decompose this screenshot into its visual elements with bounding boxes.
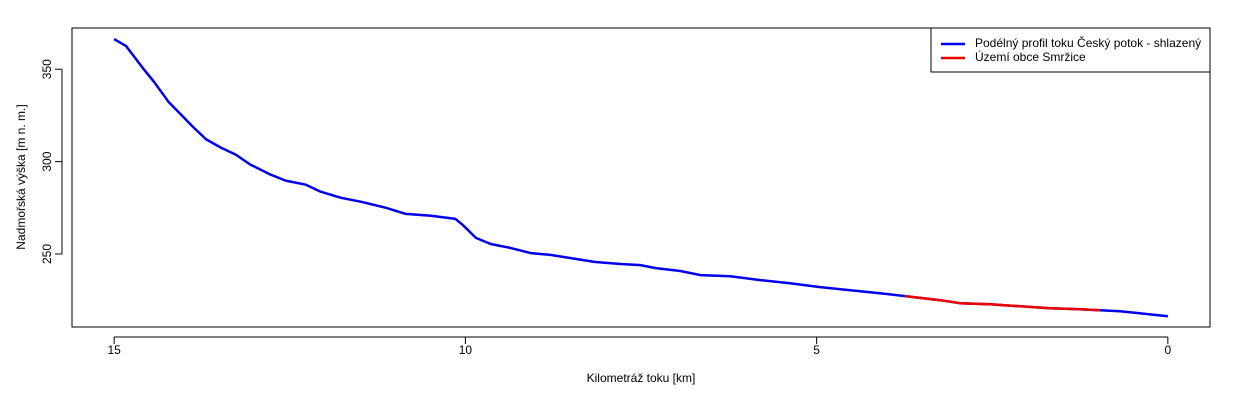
legend-label: Území obce Smržice	[975, 49, 1086, 64]
y-tick-label: 300	[40, 151, 54, 171]
x-tick-label: 0	[1165, 343, 1172, 357]
plot-box	[71, 27, 1211, 328]
y-axis-label: Nadmořská výška [m n. m.]	[14, 104, 28, 249]
legend-box	[930, 27, 1211, 73]
x-tick-label: 15	[107, 343, 121, 357]
x-tick-label: 5	[813, 343, 820, 357]
x-axis-label: Kilometráž toku [km]	[587, 371, 696, 385]
y-tick-label: 350	[40, 59, 54, 79]
series-line	[113, 38, 1169, 318]
x-tick-label: 10	[459, 343, 473, 357]
legend-label: Podélný profil toku Český potok - shlaze…	[975, 35, 1201, 50]
series-line	[904, 294, 1100, 312]
y-tick-label: 250	[40, 244, 54, 264]
